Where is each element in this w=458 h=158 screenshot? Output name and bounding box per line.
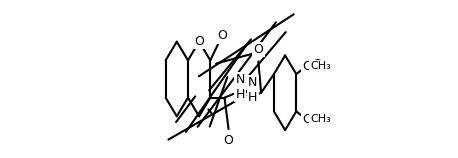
Text: O: O [302, 60, 312, 73]
Text: O: O [253, 43, 263, 56]
Text: O: O [218, 29, 228, 42]
Text: O: O [224, 134, 234, 147]
Text: CH₃: CH₃ [310, 61, 331, 71]
Text: O: O [302, 113, 312, 126]
Text: O: O [194, 35, 204, 48]
Text: N
H: N H [236, 73, 245, 101]
Text: O: O [312, 58, 322, 71]
Text: N
H: N H [248, 76, 257, 104]
Text: CH₃: CH₃ [310, 114, 331, 124]
